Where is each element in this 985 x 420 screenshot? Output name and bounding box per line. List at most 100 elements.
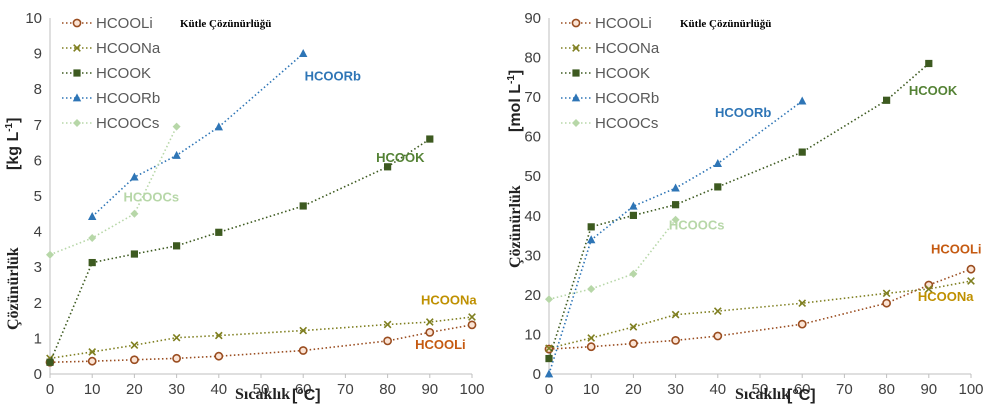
series-line-hcoorb <box>548 100 803 375</box>
legend-label-hcoocs: HCOOCs <box>595 115 658 132</box>
annotation-hcoorb: HCOORb <box>715 105 771 120</box>
x-tick-label: 50 <box>253 381 270 398</box>
data-point-hcook <box>426 135 434 143</box>
data-point-hcoorb <box>544 369 554 378</box>
x-axis-unit: [°C] <box>292 387 321 404</box>
data-point-hcoocs <box>130 209 139 218</box>
series-hcook <box>46 135 434 366</box>
data-point-hcooli <box>425 327 435 337</box>
data-point-hcook <box>384 163 392 171</box>
data-point-hcoorb <box>798 96 807 105</box>
data-point-hcooli <box>298 346 308 355</box>
data-point-hcoocs <box>587 284 596 293</box>
series-hcoona <box>545 277 975 353</box>
y-axis-unit-superscript: -1 <box>506 75 517 84</box>
x-tick-label: 30 <box>168 381 185 398</box>
x-tick-label: 100 <box>459 381 484 398</box>
data-point-hcoona <box>214 331 223 340</box>
legend-label-hcoorb: HCOORb <box>96 90 160 107</box>
chart-title: Kütle Çözünürlüğü <box>180 18 271 30</box>
x-tick-label: 10 <box>84 381 101 398</box>
data-point-hcooli <box>172 353 181 363</box>
data-point-hcoona <box>587 334 596 342</box>
legend-label-hcoona: HCOONa <box>96 40 161 57</box>
series-hcoorb <box>544 96 807 378</box>
annotation-hcook: HCOOK <box>376 150 425 165</box>
data-point-hcoona <box>383 320 392 329</box>
data-point-hcoocs <box>172 122 181 131</box>
chart-title: Kütle Çözünürlüğü <box>680 18 771 30</box>
series-hcooli <box>45 320 477 367</box>
annotation-hcoocs: HCOOCs <box>123 189 179 204</box>
data-point-hcook <box>925 59 933 68</box>
series-hcoona <box>46 313 476 363</box>
chart-2: 0 10 20 30 40 50 60 70 80 90 0 10 20 30 40 50 60 70 80 90 10… <box>506 10 984 404</box>
data-point-hcoocs <box>88 234 97 243</box>
y-tick-label: 0 <box>533 366 541 383</box>
legend-label-hcook: HCOOK <box>96 65 151 82</box>
data-point-hcooli <box>713 331 723 341</box>
data-point-hcoona <box>629 323 638 331</box>
data-point-hcoona <box>130 341 139 350</box>
data-point-hcook <box>299 202 307 210</box>
data-point-hcoona <box>88 348 97 356</box>
data-point-hcoona <box>798 299 807 308</box>
legend-label-hcooli: HCOOLi <box>96 15 153 32</box>
annotation-hcoona: HCOONa <box>421 293 477 308</box>
data-point-hcoocs <box>545 295 553 304</box>
series-hcoorb <box>88 49 308 221</box>
data-point-hcoocs <box>671 215 680 224</box>
x-axis-unit: [°C] <box>787 387 816 404</box>
annotation-hcoorb: HCOORb <box>305 68 361 83</box>
x-tick-label: 40 <box>210 381 227 398</box>
legend-label-hcoona: HCOONa <box>595 40 660 57</box>
x-axis-label: Sıcaklık <box>735 386 790 403</box>
y-tick-label: 7 <box>34 117 42 134</box>
data-point-hcoona <box>468 313 476 321</box>
data-point-hcooli <box>882 298 891 308</box>
y-axis-unit-main: [mol L <box>507 84 524 132</box>
data-point-hcoorb <box>88 212 97 221</box>
legend-marker-hcoona <box>73 44 81 52</box>
x-tick-label: 70 <box>337 381 354 398</box>
y-axis-unit-main: [kg L <box>5 132 22 170</box>
x-tick-label: 60 <box>794 381 811 398</box>
y-tick-label: 60 <box>524 129 541 146</box>
data-point-hcooli <box>797 319 807 329</box>
data-point-hcoona <box>967 277 975 285</box>
legend-label-hcooli: HCOOLi <box>595 15 652 32</box>
series-hcooli <box>544 264 976 354</box>
y-axis-unit-bracket: ] <box>5 118 22 123</box>
data-point-hcooli <box>671 335 680 345</box>
legend-marker-hcooli <box>72 18 82 28</box>
series-hcoocs <box>545 215 680 304</box>
data-point-hcoona <box>924 285 933 293</box>
data-point-hcoorb <box>713 158 722 167</box>
x-tick-label: 80 <box>878 381 895 398</box>
legend-marker-hcooli <box>571 18 581 28</box>
y-axis-unit: [kg L-1] <box>4 118 22 170</box>
series-line-hcook <box>49 138 431 363</box>
series-line-hcook <box>548 62 930 359</box>
x-tick-label: 60 <box>295 381 312 398</box>
x-tick-label: 50 <box>752 381 769 398</box>
data-point-hcook <box>798 148 806 156</box>
series-line-hcoona <box>548 280 972 350</box>
legend-label-hcoocs: HCOOCs <box>96 115 159 132</box>
x-tick-label: 40 <box>709 381 726 398</box>
y-axis-unit-superscript: -1 <box>4 122 15 131</box>
data-point-hcooli <box>586 342 596 352</box>
x-tick-label: 0 <box>46 381 54 398</box>
y-tick-label: 3 <box>34 259 42 276</box>
series-line-hcoocs <box>548 219 677 301</box>
data-point-hcooli <box>966 264 976 274</box>
legend: HCOOLi HCOONa HCOOK HCOORb HCOOCs <box>561 15 660 132</box>
data-point-hcooli <box>467 320 477 330</box>
data-point-hcoona <box>882 289 891 298</box>
data-point-hcook <box>88 258 96 267</box>
legend-marker-hcoona <box>572 44 580 52</box>
data-point-hcooli <box>87 356 97 366</box>
y-tick-label: 8 <box>34 81 42 98</box>
data-point-hcook <box>545 354 553 363</box>
